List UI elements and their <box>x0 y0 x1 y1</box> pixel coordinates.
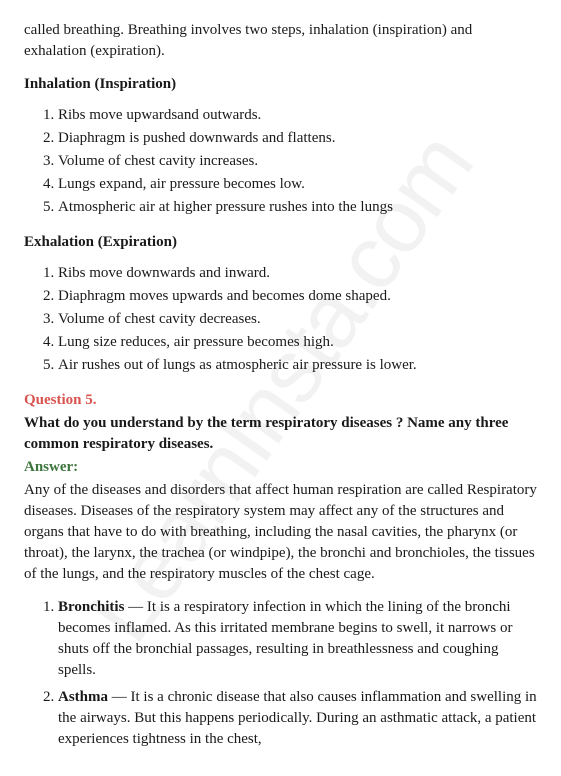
list-item: Ribs move upwardsand outwards. <box>58 105 537 126</box>
disease-item: Bronchitis — It is a respiratory infecti… <box>58 597 537 681</box>
answer-label: Answer: <box>24 457 537 478</box>
list-item: Ribs move downwards and inward. <box>58 263 537 284</box>
list-item: Diaphragm moves upwards and becomes dome… <box>58 286 537 307</box>
list-item: Atmospheric air at higher pressure rushe… <box>58 197 537 218</box>
inhalation-list: Ribs move upwardsand outwards. Diaphragm… <box>24 105 537 218</box>
diseases-list: Bronchitis — It is a respiratory infecti… <box>24 597 537 750</box>
answer-body: Any of the diseases and disorders that a… <box>24 480 537 585</box>
list-item: Volume of chest cavity increases. <box>58 151 537 172</box>
disease-desc: — It is a chronic disease that also caus… <box>58 689 537 747</box>
list-item: Volume of chest cavity decreases. <box>58 309 537 330</box>
question-text: What do you understand by the term respi… <box>24 413 537 455</box>
intro-paragraph: called breathing. Breathing involves two… <box>24 20 537 62</box>
disease-term: Bronchitis <box>58 599 124 615</box>
question-label: Question 5. <box>24 390 537 411</box>
list-item: Lung size reduces, air pressure becomes … <box>58 332 537 353</box>
inhalation-heading: Inhalation (Inspiration) <box>24 74 537 95</box>
disease-term: Asthma <box>58 689 108 705</box>
exhalation-list: Ribs move downwards and inward. Diaphrag… <box>24 263 537 376</box>
exhalation-heading: Exhalation (Expiration) <box>24 232 537 253</box>
list-item: Air rushes out of lungs as atmospheric a… <box>58 355 537 376</box>
disease-desc: — It is a respiratory infection in which… <box>58 599 512 678</box>
list-item: Diaphragm is pushed downwards and flatte… <box>58 128 537 149</box>
disease-item: Asthma — It is a chronic disease that al… <box>58 687 537 750</box>
list-item: Lungs expand, air pressure becomes low. <box>58 174 537 195</box>
